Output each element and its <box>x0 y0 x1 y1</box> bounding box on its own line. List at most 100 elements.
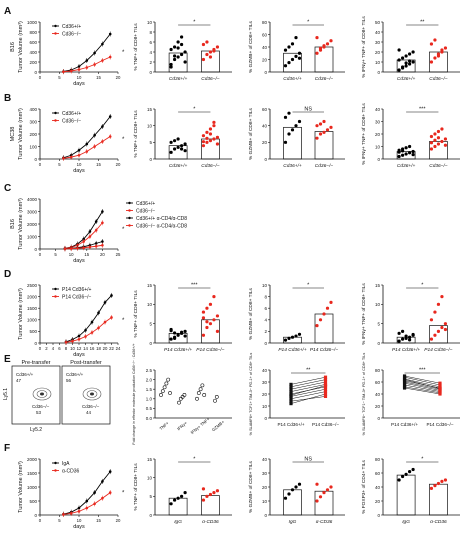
scatter-point <box>401 149 405 153</box>
scatter-y-tick-label: 10 <box>375 302 381 307</box>
scatter-y-tick-label: 4 <box>264 318 267 323</box>
scatter-point <box>297 482 302 486</box>
scatter-point <box>183 60 187 64</box>
paired-line <box>290 385 326 396</box>
tumor-point <box>85 142 89 146</box>
scatter-point <box>294 124 298 128</box>
scatter-ylabel: % IFNγ+ TNF+ of CD8+ TILs <box>361 283 367 345</box>
scatter-point <box>411 50 415 54</box>
flow-contour <box>86 390 98 398</box>
fold-y-tick-label: 1.5 <box>146 387 153 392</box>
scatter-point <box>169 337 173 341</box>
tumor-x-tick-label: 20 <box>116 162 121 167</box>
scatter-point <box>180 147 184 151</box>
scatter-point <box>401 65 405 69</box>
scatter-y-tick-label: 8 <box>149 30 152 35</box>
scatter-point <box>397 478 401 482</box>
scatter-point <box>436 142 441 146</box>
tumor-point <box>84 335 87 338</box>
paired-point-ko <box>323 380 328 384</box>
tumor-side-label: B16 <box>10 42 16 52</box>
scatter-ylabel: % IFNγ+ TNF+ of CD8+ TILs <box>361 16 367 78</box>
scatter-point <box>294 485 298 489</box>
paired-y-tick-label: 10 <box>262 404 268 409</box>
scatter-point <box>173 139 177 143</box>
scatter-y-tick-label: 40 <box>375 107 381 112</box>
scatter-y-tick-label: 2 <box>149 60 152 65</box>
tumor-y-tick-label: 600 <box>29 40 37 45</box>
scatter-signif: ** <box>420 20 425 26</box>
scatter-y-tick-label: 0 <box>149 157 152 162</box>
scatter-point <box>183 334 187 338</box>
tumor-point <box>62 157 65 160</box>
tumor-x-tick-label: 5 <box>54 252 57 257</box>
tumor-y-tick-label: 1500 <box>27 306 38 311</box>
tumor-x-tick-label: 2 <box>45 346 48 351</box>
scatter-point <box>205 136 209 140</box>
tumor-point <box>71 339 74 343</box>
tumor-point <box>94 244 98 248</box>
scatter-category: P14 Cd36−/− <box>310 347 338 353</box>
tumor-point <box>76 246 79 250</box>
scatter-point <box>208 50 213 54</box>
tumor-y-tick-label: 300 <box>29 119 37 124</box>
tumor-side-label: MC38 <box>10 127 16 142</box>
tumor-y-tick-label: 200 <box>29 132 37 137</box>
tumor-point <box>85 66 89 69</box>
paired-line <box>290 393 326 404</box>
scatter-point <box>397 150 401 154</box>
fold-category: GZMB+ <box>211 419 226 433</box>
scatter-bar-chart: 0 20 40 60 % GZMB+ of CD8+ TILs Cd36+/+ Cd36−/… <box>248 107 345 169</box>
tumor-point <box>101 243 104 247</box>
scatter-y-tick-label: 40 <box>262 457 268 462</box>
tumor-xlabel: days <box>73 524 85 530</box>
scatter-point <box>212 124 216 128</box>
flow-contour <box>32 387 52 401</box>
tumor-x-tick-label: 20 <box>103 346 108 351</box>
scatter-point <box>440 48 444 52</box>
scatter-point <box>429 318 434 322</box>
legend-marker <box>54 24 57 28</box>
scatter-point <box>411 149 415 154</box>
tumor-point <box>77 65 81 68</box>
scatter-point <box>408 338 412 342</box>
scatter-bar-chart: 0 20 40 60 80 % FOXP3+ of CD4+ TILs IgG α-CD36 * <box>361 457 460 525</box>
scatter-point <box>169 150 173 154</box>
scatter-point <box>212 49 216 53</box>
tumor-growth-chart: 0 500 1000 1500 2000 0 5 10 15 20 days Tumor Volume… <box>18 457 125 530</box>
tumor-y-tick-label: 0 <box>34 70 37 75</box>
legend-marker <box>54 119 57 122</box>
legend-marker <box>128 216 131 220</box>
tumor-point <box>69 155 73 159</box>
scatter-y-tick-label: 0 <box>377 157 380 162</box>
legend-marker <box>128 224 131 227</box>
scatter-mean-bar <box>314 313 334 344</box>
scatter-ylabel: % GZMB+ of CD8+ TILs <box>248 20 254 72</box>
scatter-point <box>173 498 177 502</box>
fold-point <box>214 394 219 399</box>
scatter-point <box>180 144 184 148</box>
scatter-mean-bar <box>201 495 220 516</box>
scatter-point <box>429 486 434 490</box>
paired-point-wt <box>402 385 407 389</box>
scatter-point <box>283 48 288 52</box>
scatter-point <box>397 331 401 335</box>
scatter-point <box>290 488 295 492</box>
paired-line <box>290 384 326 392</box>
legend-marker <box>54 469 57 472</box>
paired-point-ko <box>323 390 328 394</box>
tumor-point <box>77 153 81 157</box>
scatter-point <box>315 499 319 503</box>
scatter-point <box>173 331 177 335</box>
legend-label: P14 Cd36+/+ <box>62 287 92 293</box>
scatter-ylabel: % TNF+ of CD8+ TILs <box>133 23 139 71</box>
paired-point-wt <box>402 374 407 378</box>
scatter-signif: NS <box>304 457 312 463</box>
scatter-point <box>315 124 319 128</box>
tumor-point <box>101 125 104 128</box>
paired-line <box>290 379 326 388</box>
scatter-point <box>290 57 295 62</box>
fold-point <box>182 393 187 397</box>
scatter-y-tick-label: 60 <box>375 471 381 476</box>
paired-line <box>404 379 441 389</box>
